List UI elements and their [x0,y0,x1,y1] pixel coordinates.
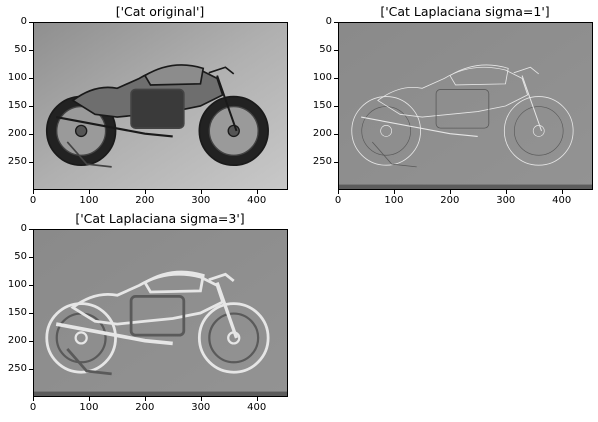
y-tick-label: 150 [7,307,27,318]
y-tick [334,134,338,135]
x-tick [393,190,395,194]
x-tick-label: 100 [79,402,99,413]
x-tick [33,190,34,194]
y-tick-label: 100 [312,72,332,83]
x-tick [200,190,202,194]
y-tick [29,285,33,286]
y-tick-label: 250 [7,363,27,374]
x-tick [505,190,507,194]
y-tick-label: 150 [7,100,27,111]
motorcycle-image [34,23,287,189]
engine [129,295,186,337]
x-tick-label: 100 [79,195,99,206]
x-tick [256,190,258,194]
motorcycle-image [34,230,287,396]
y-tick-label: 100 [7,279,27,290]
x-tick-label: 400 [247,402,267,413]
front-wheel [197,302,270,374]
x-tick [256,397,258,401]
subplot-title: ['Cat original'] [115,4,205,19]
y-tick-label: 200 [7,128,27,139]
y-tick [334,162,338,163]
y-tick [29,134,33,135]
subplot-title: ['Cat Laplaciana sigma=3'] [75,211,245,226]
x-tick-label: 0 [334,195,342,206]
x-tick [33,397,34,401]
y-tick [334,78,338,79]
y-tick [29,341,33,342]
y-tick [334,50,338,51]
fuel-tank [143,64,205,86]
x-tick-label: 400 [247,195,267,206]
exhaust-pipe [361,116,478,137]
x-tick-label: 200 [135,195,155,206]
x-tick-label: 0 [29,402,37,413]
y-tick [29,50,33,51]
engine [130,88,185,129]
y-tick [29,257,33,258]
y-tick-label: 200 [7,335,27,346]
x-tick [144,190,146,194]
y-tick [29,106,33,107]
y-tick [29,162,33,163]
x-tick-label: 300 [191,402,211,413]
motorcycle-body [377,66,529,118]
y-tick [334,106,338,107]
fuel-tank [449,64,509,86]
exhaust-pipe [55,322,173,346]
y-tick-label: 0 [325,16,332,27]
x-tick [200,397,202,401]
x-tick-label: 0 [29,195,37,206]
y-tick-label: 250 [312,156,332,167]
exhaust-pipe [55,116,173,138]
y-tick [29,313,33,314]
x-tick-label: 200 [440,195,460,206]
y-tick-label: 150 [312,100,332,111]
x-tick-label: 200 [135,402,155,413]
y-tick-label: 100 [7,72,27,83]
image-axes [33,229,288,397]
y-tick [29,369,33,370]
x-tick-label: 100 [384,195,404,206]
y-tick [29,229,33,230]
x-tick-label: 300 [191,195,211,206]
y-tick-label: 200 [312,128,332,139]
x-tick-label: 400 [552,195,572,206]
x-tick [449,190,451,194]
y-tick [334,22,338,23]
motorcycle-image [339,23,592,189]
front-wheel [503,96,574,166]
rear-wheel [351,96,421,166]
image-axes [338,22,593,190]
image-axes [33,22,288,190]
x-tick-label: 300 [496,195,516,206]
y-tick-label: 50 [319,44,332,55]
y-tick-label: 0 [20,223,27,234]
engine [435,88,490,129]
x-tick [561,190,563,194]
fuel-tank [143,270,205,294]
y-tick-label: 0 [20,16,27,27]
x-tick [88,190,90,194]
x-tick [88,397,90,401]
y-tick [29,22,33,23]
rear-wheel [45,302,117,374]
y-tick-label: 50 [14,251,27,262]
y-tick-label: 50 [14,44,27,55]
x-tick [144,397,146,401]
x-tick [338,190,339,194]
subplot-title: ['Cat Laplaciana sigma=1'] [380,4,550,19]
y-tick-label: 250 [7,156,27,167]
y-tick [29,78,33,79]
